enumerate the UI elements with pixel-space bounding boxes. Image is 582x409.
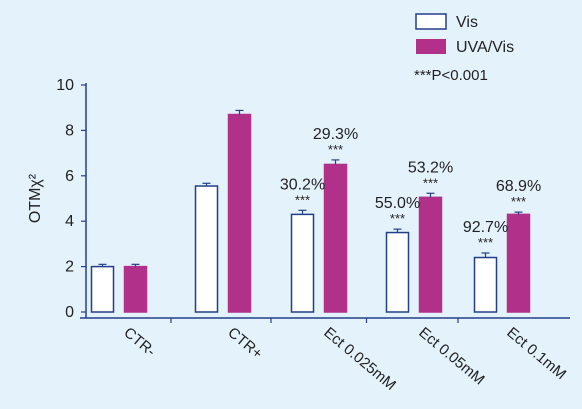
bar-vis [290, 213, 315, 313]
bar-vis [90, 265, 115, 313]
percent-label: 29.3% [313, 126, 358, 143]
percent-label: 92.7% [463, 219, 508, 236]
significance-label: *** [328, 142, 343, 157]
x-tick-label: Ect 0.025mM [320, 324, 399, 394]
y-tick-label: 10 [56, 77, 74, 94]
x-tick-label: CTR+ [224, 324, 265, 363]
x-tick-label: Ect 0.1mM [503, 324, 569, 383]
bar-uva-vis [123, 265, 148, 313]
legend: Vis UVA/Vis ***P<0.001 [414, 13, 514, 84]
y-axis-title: OTMχ² [27, 173, 44, 223]
significance-label: *** [511, 194, 526, 209]
legend-label-vis: Vis [456, 14, 478, 31]
y-tick-label: 2 [65, 259, 74, 276]
significance-label: *** [390, 211, 405, 226]
bar-vis [473, 256, 498, 313]
percent-label: 55.0% [375, 195, 420, 212]
legend-swatch-uva-vis [416, 39, 446, 54]
percent-label: 30.2% [280, 176, 325, 193]
labels-layer: ***30.2%***55.0%***92.7%***29.3%***53.2%… [280, 126, 541, 250]
y-tick-label: 6 [65, 168, 74, 185]
legend-label-uva-vis: UVA/Vis [456, 39, 514, 56]
percent-label: 68.9% [496, 178, 541, 195]
bar-uva-vis [227, 113, 252, 313]
bar-vis [385, 231, 410, 313]
x-tick-label: Ect 0.05mM [415, 324, 487, 388]
percent-label: 53.2% [408, 159, 453, 176]
x-tick-label: CTR- [120, 324, 158, 360]
legend-significance-note: ***P<0.001 [414, 67, 488, 84]
legend-swatch-vis [415, 13, 447, 30]
y-tick-label: 8 [65, 122, 74, 139]
y-tick-label: 4 [65, 213, 74, 230]
significance-label: *** [295, 192, 310, 207]
bar-uva-vis [418, 196, 443, 313]
significance-label: *** [478, 235, 493, 250]
bar-uva-vis [506, 213, 531, 313]
bar-uva-vis [323, 163, 348, 313]
significance-label: *** [423, 175, 438, 190]
bar-vis [194, 185, 219, 313]
bars-layer [90, 109, 531, 313]
y-tick-label: 0 [65, 304, 74, 321]
